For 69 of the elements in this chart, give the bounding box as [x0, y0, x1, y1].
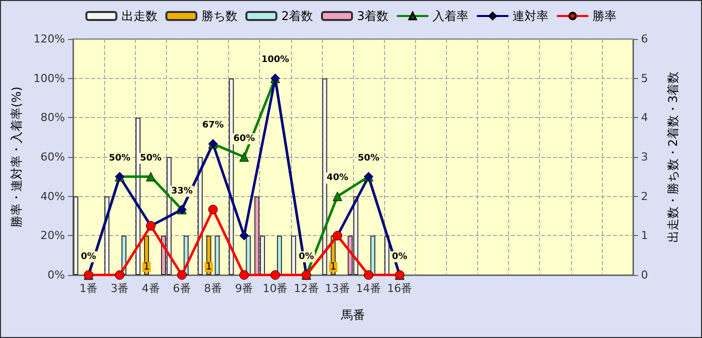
legend-label: 3着数	[357, 9, 389, 23]
x-axis-title: 馬番	[340, 308, 365, 322]
x-tick-label: 4番	[142, 282, 160, 295]
bar	[214, 236, 220, 275]
legend-label: 入着率	[432, 9, 469, 23]
bar	[291, 236, 296, 275]
y2-tick-label: 6	[641, 32, 648, 46]
data-label: 0%	[298, 252, 314, 262]
data-label: 0%	[392, 252, 408, 262]
y2-tick-label: 4	[641, 111, 648, 124]
bar	[136, 118, 141, 275]
legend-label: 出走数	[121, 9, 158, 23]
bar	[322, 78, 328, 275]
point	[239, 230, 249, 240]
data-label: 1	[143, 262, 150, 272]
legend-label: 2着数	[281, 9, 314, 23]
point	[208, 204, 218, 214]
y-tick-label: 40%	[40, 190, 65, 203]
x-tick-label: 3番	[110, 282, 129, 295]
point	[332, 192, 342, 202]
x-tick-label: 1番	[80, 282, 98, 295]
data-label: 0%	[80, 252, 96, 262]
y2-tick-label: 3	[641, 150, 648, 164]
x-tick-label: 9番	[235, 282, 254, 295]
legend-label: 勝ち数	[201, 9, 238, 23]
data-label: 100%	[261, 55, 290, 66]
point	[270, 270, 280, 280]
legend-label: 連対率	[512, 9, 549, 23]
data-label: 33%	[171, 186, 193, 196]
x-tick-label: 13番	[324, 282, 350, 295]
bar	[370, 236, 376, 275]
y-tick-label: 100%	[34, 72, 65, 85]
bar	[246, 236, 251, 275]
y2-tick-label: 0	[641, 268, 648, 282]
y-tick-label: 120%	[34, 32, 65, 46]
y2-tick-label: 5	[641, 72, 648, 85]
point	[177, 270, 187, 280]
bar	[276, 236, 282, 275]
x-tick-label: 14番	[356, 282, 382, 295]
x-tick-label: 8番	[204, 282, 222, 295]
bar	[198, 157, 203, 275]
point	[239, 152, 249, 162]
bar	[73, 196, 78, 275]
bar	[228, 78, 234, 275]
data-label: 60%	[233, 134, 255, 144]
x-tick-label: 10番	[262, 282, 288, 295]
y-tick-label: 20%	[40, 229, 65, 242]
point	[239, 270, 249, 280]
data-label: 1	[206, 262, 212, 272]
point	[146, 172, 156, 182]
y2-tick-label: 1	[641, 229, 648, 242]
x-tick-label: 6番	[172, 282, 191, 295]
data-label: 1	[330, 262, 336, 272]
point	[364, 270, 374, 280]
point	[114, 270, 124, 280]
data-label: 50%	[108, 153, 130, 164]
y-axis-title: 勝率・連対率・入着率(%)	[10, 86, 24, 228]
data-label: 50%	[140, 153, 162, 164]
x-tick-label: 16番	[387, 282, 412, 295]
x-tick-label: 12番	[294, 282, 319, 295]
y2-axis-title: 出走数・勝ち数・2着数・3着数	[666, 71, 680, 243]
data-label: 67%	[202, 120, 224, 131]
y-tick-label: 0%	[48, 268, 65, 282]
y-tick-label: 80%	[40, 111, 65, 124]
data-label: 50%	[358, 153, 380, 164]
data-label: 40%	[326, 173, 348, 184]
y-tick-label: 60%	[40, 150, 65, 164]
legend-label: 勝率	[592, 9, 617, 23]
y2-tick-label: 2	[641, 190, 648, 203]
